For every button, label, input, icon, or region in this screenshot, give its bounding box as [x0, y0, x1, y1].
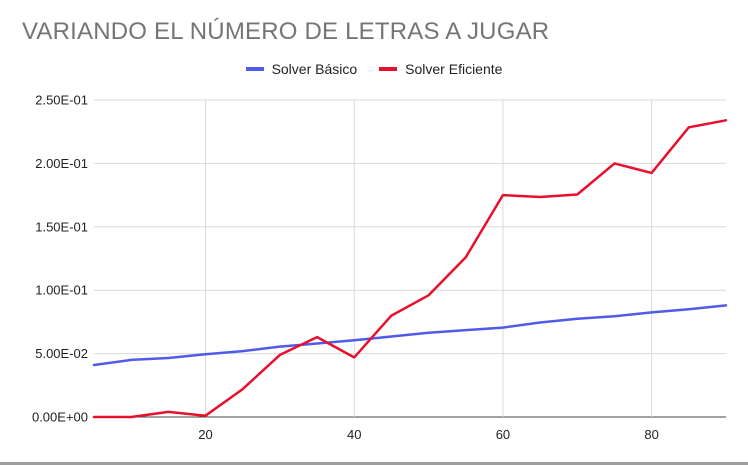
y-tick-label: 5.00E-02 [35, 346, 88, 361]
y-tick-label: 2.50E-01 [35, 93, 88, 108]
x-tick-label: 80 [644, 427, 658, 442]
bottom-border [0, 462, 748, 465]
chart-title: VARIANDO EL NÚMERO DE LETRAS A JUGAR [22, 18, 550, 45]
legend-label-series-0: Solver Básico [271, 61, 358, 77]
legend-item-series-0[interactable]: Solver Básico [245, 61, 358, 77]
y-tick-label: 1.00E-01 [35, 283, 88, 298]
x-tick-label: 20 [198, 427, 212, 442]
x-tick-label: 60 [496, 427, 510, 442]
y-tick-label: 0.00E+00 [32, 410, 88, 425]
series-line-1 [92, 119, 728, 419]
y-tick-label: 1.50E-01 [35, 219, 88, 234]
x-tick-label: 40 [347, 427, 361, 442]
legend: Solver Básico Solver Eficiente [0, 61, 748, 77]
legend-label-series-1: Solver Eficiente [405, 61, 503, 77]
legend-swatch-series-1 [379, 67, 398, 71]
y-tick-label: 2.00E-01 [35, 156, 88, 171]
legend-swatch-series-0 [245, 67, 264, 71]
series-line-0 [92, 304, 728, 367]
legend-item-series-1[interactable]: Solver Eficiente [379, 61, 502, 77]
